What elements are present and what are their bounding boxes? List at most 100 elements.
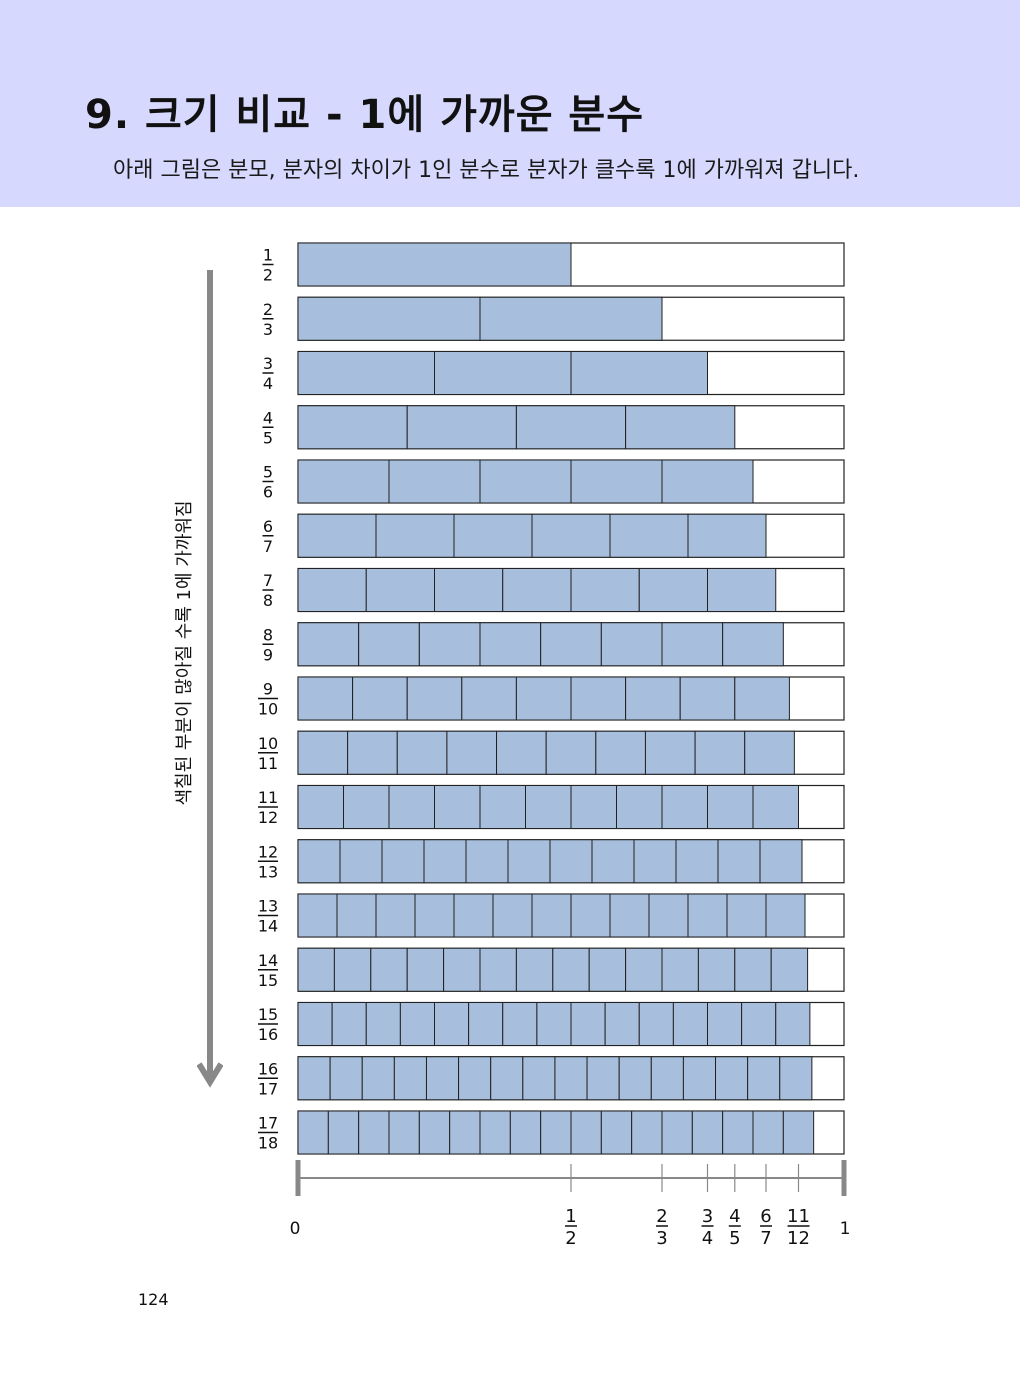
bar-cell-shaded xyxy=(661,459,754,504)
fraction-numerator: 11 xyxy=(258,788,278,807)
bar-cell-shaded xyxy=(509,1110,542,1155)
down-arrow-icon xyxy=(197,270,223,1088)
bar-cell-shaded xyxy=(490,1056,524,1101)
bar-cell-shaded xyxy=(406,405,517,450)
bar-cell-shaded xyxy=(479,947,517,992)
bar-cell-shaded xyxy=(744,730,795,775)
bar-cell-shaded xyxy=(600,622,663,667)
bar-cell-shaded xyxy=(434,1002,470,1046)
page-number: 124 xyxy=(138,1290,169,1309)
bar-cell-shaded xyxy=(682,1056,717,1101)
tick-denominator: 4 xyxy=(702,1228,713,1249)
bar-cell-shaded xyxy=(418,1110,451,1155)
fraction-bar-row: 23 xyxy=(262,296,845,341)
tick-numerator: 4 xyxy=(729,1206,740,1227)
bar-cell-shaded xyxy=(775,1002,811,1046)
bar-cell-shaded xyxy=(734,947,772,992)
fraction-bar-row: 12 xyxy=(262,242,845,287)
bar-cell-shaded xyxy=(609,893,650,938)
bar-cell-shaded xyxy=(423,839,467,884)
bar-cell-shaded xyxy=(515,947,554,992)
bar-cell-shaded xyxy=(554,1056,588,1101)
bar-cell-shaded xyxy=(297,785,344,829)
bar-cell-shaded xyxy=(331,1002,367,1046)
fraction-numerator: 3 xyxy=(263,354,273,373)
bar-cell-shaded xyxy=(570,459,663,504)
bar-cell-shaded xyxy=(661,947,699,992)
bar-cell-shaded xyxy=(399,1002,435,1046)
bar-cell-shaded xyxy=(616,785,663,829)
bar-cell-shaded xyxy=(726,893,767,938)
bar-cell-shaded xyxy=(638,1002,674,1046)
fraction-bar-row: 89 xyxy=(262,622,845,667)
bar-cell-shaded xyxy=(479,296,663,341)
fraction-numerator: 1 xyxy=(263,246,273,265)
bar-cell-shaded xyxy=(453,893,494,938)
fraction-numerator: 13 xyxy=(258,897,278,916)
bar-cell-shaded xyxy=(381,839,425,884)
bar-cell-shaded xyxy=(375,893,416,938)
fraction-denominator: 5 xyxy=(263,428,273,447)
bar-cell-shaded xyxy=(694,730,746,775)
bar-cell-shaded xyxy=(570,893,611,938)
bar-cell-shaded xyxy=(531,893,572,938)
bar-cell-shaded xyxy=(297,351,435,395)
number-line-tick: 45 xyxy=(728,1164,741,1249)
bar-cell-shaded xyxy=(458,1056,492,1101)
bar-cell-shaded xyxy=(339,839,383,884)
bar-cell-shaded xyxy=(297,405,408,450)
bar-cell-shaded xyxy=(770,947,809,992)
bar-cell-shaded xyxy=(297,568,367,612)
bar-cell-shaded xyxy=(604,1002,640,1046)
fraction-denominator: 12 xyxy=(258,808,278,827)
bar-cell-shaded xyxy=(465,839,509,884)
bar-cell-shaded xyxy=(375,513,455,558)
bar-cell-shaded xyxy=(496,730,547,775)
bar-cell-shaded xyxy=(638,568,708,612)
bar-cell-shaded xyxy=(625,947,663,992)
bar-cell-shaded xyxy=(687,513,767,558)
fraction-denominator: 10 xyxy=(258,700,278,719)
bar-cell-shaded xyxy=(691,1110,724,1155)
bar-cell-shaded xyxy=(468,1002,504,1046)
fraction-denominator: 18 xyxy=(258,1134,278,1153)
bar-cell-shaded xyxy=(633,839,677,884)
bar-cell-shaded xyxy=(618,1056,652,1101)
number-line-start-label: 0 xyxy=(290,1219,301,1239)
tick-denominator: 12 xyxy=(787,1228,810,1249)
bar-cell-shaded xyxy=(759,839,803,884)
bar-cell-shaded xyxy=(453,513,533,558)
bar-cell-shaded xyxy=(625,676,681,721)
bar-cell-shaded xyxy=(297,622,360,667)
fraction-numerator: 17 xyxy=(258,1114,278,1133)
fraction-denominator: 8 xyxy=(263,591,273,610)
bar-cell-shaded xyxy=(675,839,719,884)
tick-numerator: 1 xyxy=(565,1206,576,1227)
bar-cell-shaded xyxy=(661,1110,693,1155)
bar-cell-shaded xyxy=(549,839,593,884)
bar-cell-shaded xyxy=(297,459,390,504)
bar-cell-shaded xyxy=(661,622,724,667)
bar-cell-shaded xyxy=(515,676,572,721)
bar-cell-shaded xyxy=(479,1110,511,1155)
bar-cell-shaded xyxy=(336,893,377,938)
bar-cell-shaded xyxy=(297,1056,331,1101)
bar-cell-shaded xyxy=(625,405,736,450)
bar-cell-shaded xyxy=(507,839,551,884)
fraction-denominator: 6 xyxy=(263,483,273,502)
bar-cell-shaded xyxy=(329,1056,363,1101)
bar-cell-shaded xyxy=(502,568,572,612)
bar-cell-shaded xyxy=(414,893,455,938)
tick-denominator: 7 xyxy=(760,1228,771,1249)
bar-cell-shaded xyxy=(765,893,806,938)
bar-cell-shaded xyxy=(588,947,627,992)
bar-cell-shaded xyxy=(297,513,377,558)
bar-cell-shaded xyxy=(650,1056,684,1101)
fraction-denominator: 11 xyxy=(258,754,278,773)
bar-cell-shaded xyxy=(388,785,435,829)
tick-numerator: 6 xyxy=(760,1206,771,1227)
